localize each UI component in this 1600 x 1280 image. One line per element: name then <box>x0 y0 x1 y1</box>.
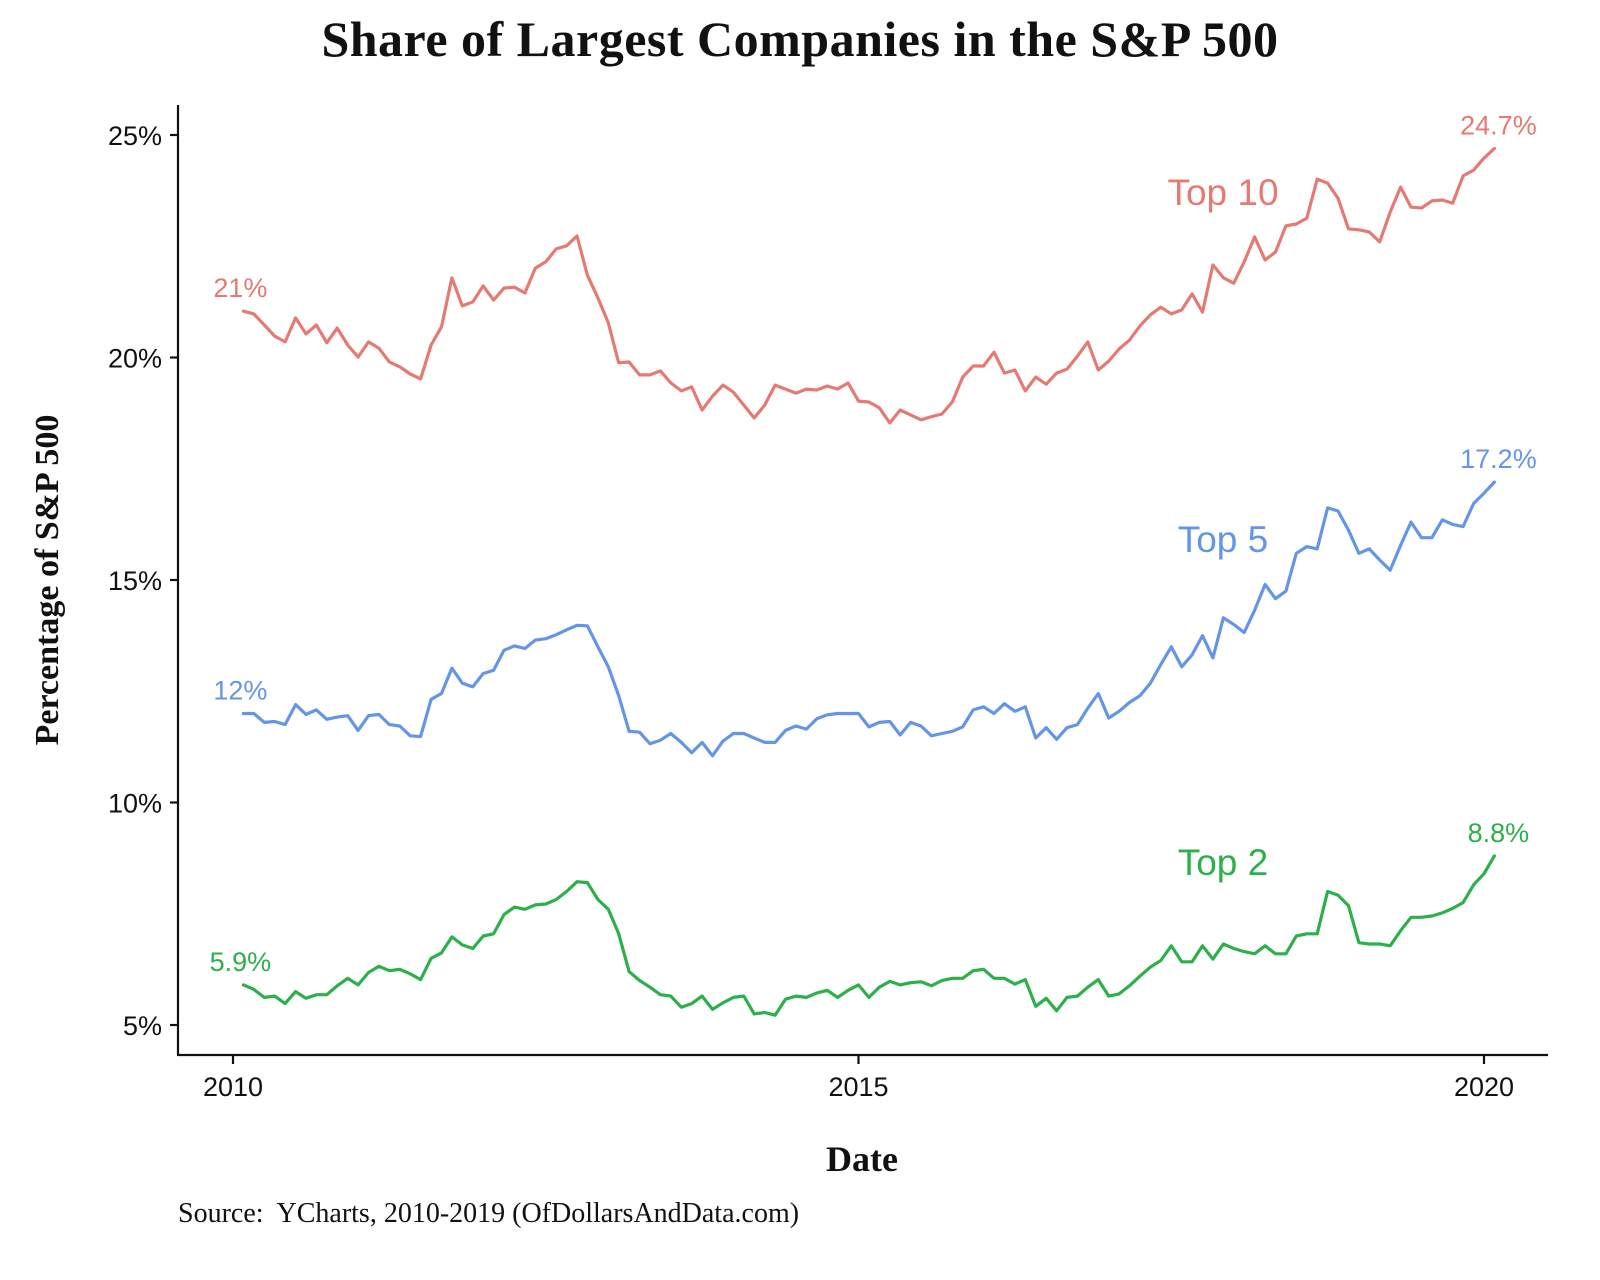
y-tick-label: 5% <box>123 1011 162 1041</box>
end-value-label-top-10: 24.7% <box>1460 110 1537 140</box>
y-tick-label: 15% <box>108 566 162 596</box>
series-layer <box>241 146 1496 1017</box>
y-tick-label: 25% <box>108 121 162 151</box>
x-tick-label: 2020 <box>1454 1072 1514 1102</box>
x-tick-label: 2015 <box>828 1072 888 1102</box>
source-note: Source: YCharts, 2010-2019 (OfDollarsAnd… <box>178 1198 800 1229</box>
series-line-top-2 <box>241 854 1496 1017</box>
y-tick-label: 20% <box>108 344 162 374</box>
series-line-top-10 <box>241 146 1496 425</box>
start-value-label-top-10: 21% <box>213 273 267 303</box>
end-value-label-top-5: 17.2% <box>1460 444 1537 474</box>
axes: 5% 10% 15% 20% 25% 2010 2015 2020 <box>108 105 1548 1102</box>
chart-title: Share of Largest Companies in the S&P 50… <box>321 11 1279 67</box>
x-tick-label: 2010 <box>203 1072 263 1102</box>
series-label-top-10: Top 10 <box>1167 172 1278 213</box>
end-value-label-top-2: 8.8% <box>1468 818 1530 848</box>
labels-layer: 21% 24.7% Top 10 12% 17.2% Top 5 5.9% 8.8% Top 2 <box>210 110 1537 977</box>
start-value-label-top-2: 5.9% <box>210 947 272 977</box>
series-label-top-5: Top 5 <box>1178 519 1269 560</box>
series-label-top-2: Top 2 <box>1178 842 1269 883</box>
y-tick-label: 10% <box>108 789 162 819</box>
x-axis-label: Date <box>826 1139 898 1179</box>
series-line-top-5 <box>241 480 1496 758</box>
start-value-label-top-5: 12% <box>213 676 267 706</box>
